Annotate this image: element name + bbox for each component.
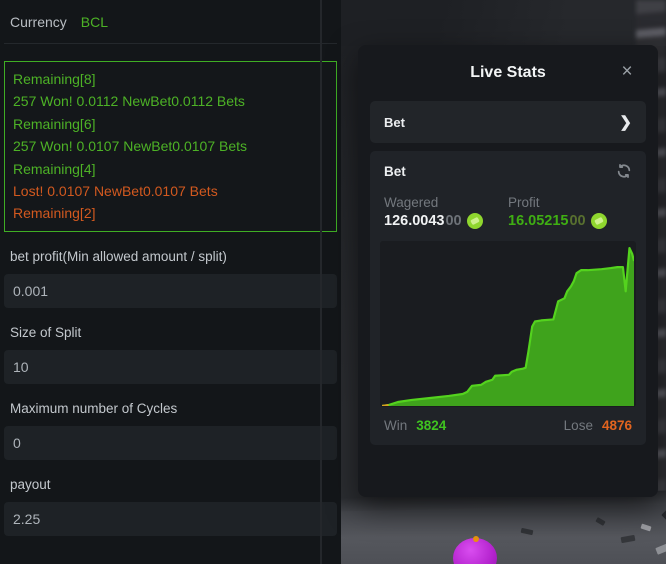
debris: [595, 517, 606, 526]
currency-row: Currency BCL: [4, 0, 337, 44]
modal-header: Live Stats ×: [370, 45, 646, 101]
max-cycles-label: Maximum number of Cycles: [10, 400, 178, 416]
game-floor: [341, 490, 666, 564]
win-label: Win: [384, 418, 408, 433]
wagered-label: Wagered: [384, 195, 439, 210]
bet-log: Remaining[8] 257 Won! 0.0112 NewBet0.0112…: [4, 61, 337, 232]
wagered-value: 126.0043 00: [384, 213, 508, 229]
bet-settings-panel: Currency BCL Remaining[8] 257 Won! 0.0112…: [4, 0, 337, 564]
size-of-split-label: Size of Split: [10, 324, 82, 340]
lose-label: Lose: [563, 418, 593, 433]
bet-stats-section: Bet Wagered 126.0043 00: [370, 151, 646, 445]
debris: [640, 523, 652, 532]
log-line: Lost! 0.0107 NewBet0.0107 Bets: [13, 183, 218, 200]
payout-label: payout: [10, 476, 51, 492]
debris: [520, 527, 534, 536]
game-ceiling: [341, 0, 666, 46]
bet-profit-input[interactable]: [4, 273, 337, 308]
coin-icon: [590, 213, 607, 229]
currency-value[interactable]: BCL: [80, 13, 109, 30]
bet-profit-label: bet profit(Min allowed amount / split): [10, 248, 227, 264]
bet-section-title: Bet: [384, 163, 406, 179]
currency-label: Currency: [10, 13, 67, 30]
modal-title: Live Stats: [470, 64, 546, 81]
profit-chart: [380, 241, 636, 407]
debris: [661, 509, 666, 521]
debris: [620, 534, 636, 544]
close-icon[interactable]: ×: [621, 61, 633, 82]
payout-input[interactable]: [4, 501, 337, 536]
game-ball: [453, 536, 497, 564]
profit-label: Profit: [508, 195, 540, 210]
log-line: Remaining[8]: [13, 71, 96, 87]
log-line: Remaining[4]: [13, 160, 96, 177]
log-line: Remaining[2]: [13, 205, 96, 222]
bet-nav-label: Bet: [384, 114, 405, 130]
log-line: 257 Won! 0.0107 NewBet0.0107 Bets: [13, 138, 248, 155]
lose-count: 4876: [601, 418, 632, 433]
panel-divider: [320, 0, 322, 564]
chevron-right-icon: ❯: [619, 114, 632, 131]
coin-icon: [466, 213, 483, 229]
log-line: 257 Won! 0.0112 NewBet0.0112 Bets: [13, 93, 245, 110]
win-count: 3824: [416, 418, 447, 433]
live-stats-modal: Live Stats × Bet ❯ Bet Wagered 126.0043 0…: [358, 45, 658, 497]
bet-nav-row[interactable]: Bet ❯: [370, 101, 646, 143]
winlose-row: Win 3824 Lose 4876: [380, 418, 636, 435]
profit-value: 16.05215 00: [508, 213, 632, 229]
debris: [655, 542, 666, 555]
max-cycles-input[interactable]: [4, 425, 337, 460]
size-of-split-input[interactable]: [4, 349, 337, 384]
refresh-icon[interactable]: [616, 163, 632, 179]
log-line: Remaining[6]: [13, 115, 96, 132]
